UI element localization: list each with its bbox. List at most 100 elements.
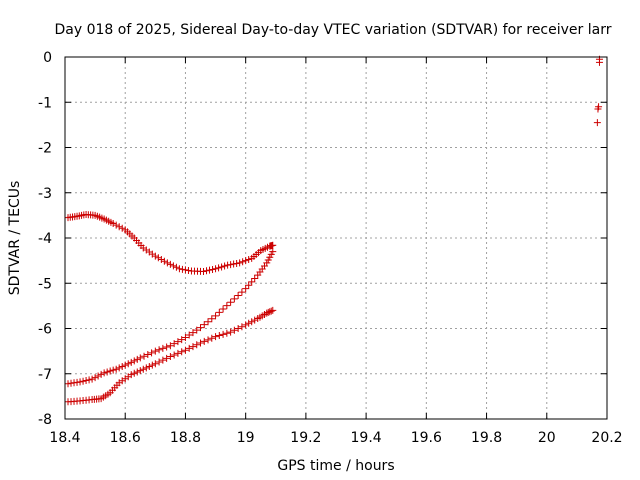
data-point [159,344,167,352]
data-point [208,315,216,323]
x-tick-label: 19.2 [290,430,321,446]
data-point [124,360,132,368]
data-point [181,346,189,354]
x-tick-label: 19.8 [471,430,502,446]
data-point [238,288,246,296]
chart-title: Day 018 of 2025, Sidereal Day-to-day VTE… [55,22,612,38]
data-point [234,291,242,299]
data-point [118,363,126,371]
data-point [219,305,227,313]
data-point [248,318,256,326]
data-point [166,260,174,268]
data-point [189,329,197,337]
data-point [170,351,178,359]
axis-ticks: 18.4 18.6 18.8 19 19.2 19.4 19.6 19.8 20 20.2 0 -1 -… [38,50,623,446]
data-point [130,369,138,377]
data-point [208,334,216,342]
data-point [230,260,238,268]
data-point [118,224,126,232]
y-tick-label: -7 [38,367,52,383]
data-point [178,348,186,356]
data-point [169,262,177,270]
data-point [200,267,208,275]
data-point [154,254,162,262]
data-point [215,332,223,340]
data-point [185,344,193,352]
data-point [230,295,238,303]
data-point [263,309,271,317]
data-point [127,371,135,379]
data-point [136,367,144,375]
data-point [163,354,171,362]
data-point [172,263,180,271]
data-point [204,336,212,344]
data-point [215,264,223,272]
data-point [212,265,220,273]
data-point [267,307,275,315]
data-point [269,306,277,314]
data-point [245,319,253,327]
data-point [242,257,250,265]
data-point [269,248,277,256]
data-point [175,265,183,273]
data-point [251,274,259,282]
x-axis-label: GPS time / hours [277,458,394,474]
data-point [181,266,189,274]
data-point [236,259,244,267]
data-point [112,365,120,373]
data-point [206,266,214,274]
data-point [144,351,152,359]
data-point [133,355,141,363]
data-point [151,347,159,355]
data-point [163,343,171,351]
data-point [234,325,242,332]
data-point [245,255,253,263]
data-point [251,316,259,324]
data-point [227,298,235,306]
data-point [148,361,156,369]
y-tick-label: -5 [38,276,52,292]
y-axis-label: SDTVAR / TECUs [7,181,23,296]
data-point [130,357,138,365]
data-point [200,337,208,345]
y-tick-label: -6 [38,322,52,338]
data-point [193,326,201,334]
data-point [212,333,220,341]
data-point [159,356,167,364]
data-point [239,258,247,266]
x-tick-label: 19.4 [351,430,382,446]
data-point [106,367,114,375]
data-point [238,323,246,331]
y-tick-label: -2 [38,141,52,157]
data-point [157,255,165,263]
data-point [174,338,182,346]
data-point [174,349,182,357]
data-point [233,259,241,267]
data-point [170,340,178,348]
data-point [227,261,235,269]
x-tick-label: 20 [538,430,556,446]
y-tick-label: -3 [38,186,52,202]
data-point [139,365,147,373]
data-point [181,334,189,342]
data-point [148,349,156,357]
data-point [166,353,174,361]
plot-frame [64,56,608,420]
grid [65,57,607,419]
data-point [82,377,90,385]
data-point [224,261,232,269]
y-tick-label: -1 [38,95,52,111]
data-point [595,58,603,66]
data-point [94,372,102,380]
data-point [197,324,204,332]
data-point [127,358,135,366]
data-point [160,257,168,265]
data-point [109,220,117,228]
data-point [133,368,141,376]
y-tick-label: -4 [38,231,52,247]
data-point [100,369,108,377]
data-point [112,221,120,229]
data-point [185,331,193,339]
data-point [209,265,217,273]
